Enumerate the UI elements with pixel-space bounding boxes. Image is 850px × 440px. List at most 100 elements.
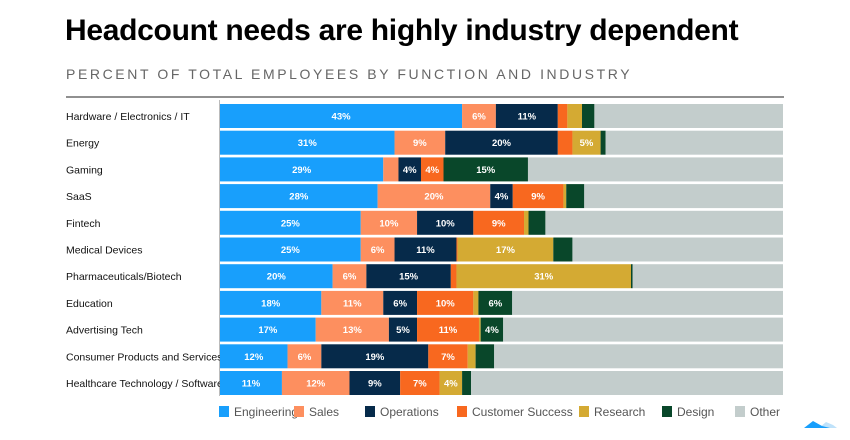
- bar-segment-engineering: [220, 371, 282, 395]
- chart-subtitle: PERCENT OF TOTAL EMPLOYEES BY FUNCTION A…: [66, 66, 633, 82]
- data-label: 6%: [343, 272, 357, 283]
- bar-segment-engineering: [220, 104, 463, 128]
- data-label: 4%: [403, 165, 417, 176]
- bar-segment-engineering: [220, 157, 384, 182]
- data-label: 9%: [368, 379, 382, 390]
- bar-segment-customer-success: [512, 184, 564, 209]
- legend-swatch: [365, 406, 375, 417]
- bar-segment-sales: [315, 317, 389, 342]
- chart-title: Headcount needs are highly industry depe…: [65, 14, 739, 47]
- legend-label: Research: [594, 405, 645, 419]
- category-label: Gaming: [66, 164, 103, 176]
- bar-segment-engineering: [220, 237, 361, 262]
- data-label: 31%: [534, 272, 554, 283]
- bar-segment-other: [594, 104, 783, 128]
- category-label: Advertising Tech: [66, 325, 143, 337]
- data-label: 6%: [371, 245, 385, 256]
- bar-segment-customer-success: [428, 344, 468, 369]
- legend-item: Engineering: [219, 405, 298, 419]
- bar-segment-sales: [383, 157, 399, 182]
- data-label: 10%: [379, 218, 399, 229]
- data-label: 6%: [488, 298, 502, 309]
- legend-swatch: [662, 406, 672, 417]
- data-label: 4%: [444, 379, 458, 390]
- bar-segment-research: [456, 264, 631, 289]
- bar-segment-customer-success: [473, 210, 525, 235]
- data-label: 15%: [476, 165, 496, 176]
- bar-segment-operations: [366, 264, 451, 289]
- data-label: 9%: [531, 192, 545, 203]
- data-label: 25%: [281, 218, 301, 229]
- data-label: 9%: [492, 218, 506, 229]
- data-label: 11%: [343, 298, 362, 309]
- data-label: 10%: [436, 218, 456, 229]
- bar-segment-other: [471, 371, 783, 395]
- bar-segment-research: [473, 290, 479, 315]
- bar-segment-research: [572, 130, 601, 155]
- bar-segment-customer-success: [400, 371, 440, 395]
- bar-segment-operations: [394, 237, 457, 262]
- bar-segment-other: [527, 157, 783, 182]
- bar-row: Hardware / Electronics / IT 43% 6% 11%: [66, 104, 783, 128]
- data-label: 11%: [439, 325, 458, 336]
- legend-label: Other: [750, 405, 780, 419]
- bar-segment-research: [457, 237, 554, 262]
- bar-segment-customer-success: [456, 237, 458, 262]
- bar-segment-sales: [287, 344, 322, 369]
- bar-segment-other: [494, 344, 783, 369]
- legend-item: Customer Success: [457, 405, 573, 419]
- bar-segment-engineering: [220, 344, 288, 369]
- bar-segment-customer-success: [557, 130, 573, 155]
- legend-item: Sales: [294, 405, 339, 419]
- data-label: 7%: [413, 379, 427, 390]
- bar-segment-sales: [360, 237, 395, 262]
- category-label: Pharmaceuticals/Biotech: [66, 271, 182, 283]
- bar-row: Gaming 29% 4% 4% 15%: [66, 157, 783, 182]
- bar-segment-other: [632, 264, 783, 289]
- data-label: 29%: [292, 165, 312, 176]
- bar-segment-research: [567, 104, 583, 128]
- data-label: 11%: [416, 245, 435, 256]
- bar-segment-engineering: [220, 290, 322, 315]
- bar-segment-research: [439, 371, 463, 395]
- bar-segment-operations: [490, 184, 513, 209]
- bar-segment-design: [478, 290, 513, 315]
- data-label: 5%: [396, 325, 410, 336]
- data-label: 6%: [393, 298, 407, 309]
- legend-swatch: [294, 406, 304, 417]
- bar-segment-operations: [383, 290, 418, 315]
- brand-logo-icon: [804, 421, 837, 428]
- bar-segment-design: [528, 210, 546, 235]
- legend-swatch: [457, 406, 467, 417]
- bar-segment-operations: [388, 317, 418, 342]
- bar-segment-other: [512, 290, 783, 315]
- category-label: Hardware / Electronics / IT: [66, 111, 190, 123]
- data-label: 5%: [580, 138, 594, 149]
- bar-row: Advertising Tech 17% 13% 5% 11% 4%: [66, 317, 783, 342]
- bar-row: Medical Devices 25% 6% 11% 17%: [66, 237, 783, 262]
- bar-segment-sales: [360, 210, 418, 235]
- bar-row: Healthcare Technology / Software 11% 12% 9%…: [66, 371, 783, 395]
- category-label: Energy: [66, 138, 100, 150]
- bar-segment-design: [462, 371, 472, 395]
- bar-segment-research: [467, 344, 476, 369]
- legend-item: Operations: [365, 405, 439, 419]
- bar-segment-sales: [332, 264, 367, 289]
- data-label: 20%: [424, 192, 444, 203]
- data-label: 19%: [365, 352, 385, 363]
- category-label: Consumer Products and Services: [66, 351, 222, 363]
- data-label: 28%: [289, 192, 309, 203]
- bar-segment-design: [582, 104, 595, 128]
- bar-segment-sales: [281, 371, 350, 395]
- bar-row: Education 18% 11% 6% 10% 6%: [66, 290, 783, 315]
- data-label: 6%: [472, 112, 486, 123]
- legend-item: Research: [579, 405, 645, 419]
- category-label: SaaS: [66, 191, 92, 203]
- bar-segment-customer-success: [420, 157, 444, 182]
- bar-row: Consumer Products and Services 12% 6% 19% 7%: [66, 344, 783, 369]
- bar-segment-design: [630, 264, 633, 289]
- legend-label: Sales: [309, 405, 339, 419]
- data-label: 13%: [343, 325, 363, 336]
- legend-label: Engineering: [234, 405, 298, 419]
